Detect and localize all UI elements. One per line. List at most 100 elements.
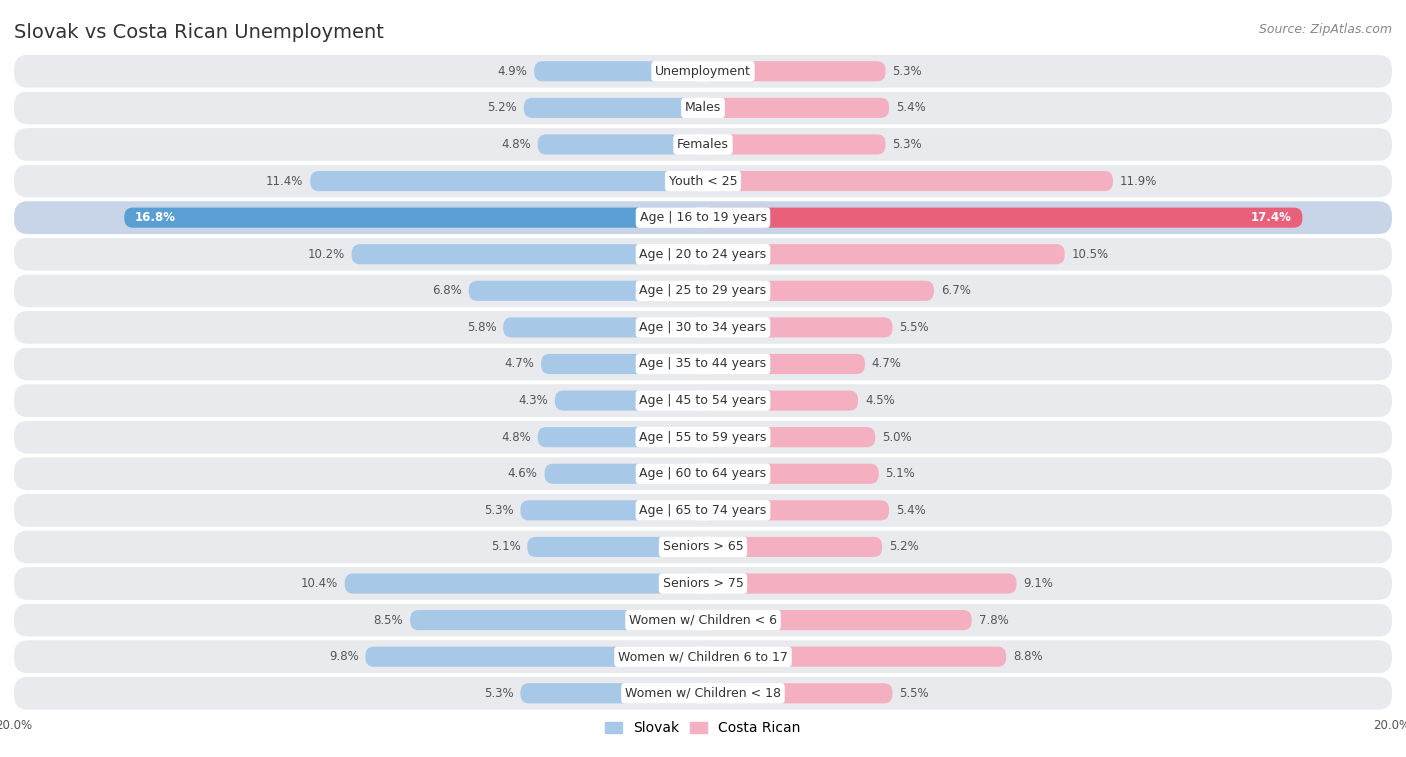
Text: Women w/ Children 6 to 17: Women w/ Children 6 to 17 [619, 650, 787, 663]
FancyBboxPatch shape [703, 500, 889, 520]
FancyBboxPatch shape [311, 171, 703, 191]
Text: 5.1%: 5.1% [886, 467, 915, 480]
Text: 4.3%: 4.3% [519, 394, 548, 407]
Text: 9.8%: 9.8% [329, 650, 359, 663]
FancyBboxPatch shape [703, 281, 934, 301]
Text: 5.3%: 5.3% [893, 138, 922, 151]
FancyBboxPatch shape [703, 391, 858, 410]
FancyBboxPatch shape [544, 464, 703, 484]
FancyBboxPatch shape [524, 98, 703, 118]
FancyBboxPatch shape [14, 421, 1392, 453]
FancyBboxPatch shape [703, 537, 882, 557]
Text: 4.8%: 4.8% [501, 138, 531, 151]
FancyBboxPatch shape [411, 610, 703, 630]
Text: 6.7%: 6.7% [941, 285, 970, 298]
Text: 16.8%: 16.8% [135, 211, 176, 224]
FancyBboxPatch shape [14, 677, 1392, 709]
FancyBboxPatch shape [468, 281, 703, 301]
Text: 5.2%: 5.2% [889, 540, 918, 553]
Text: Source: ZipAtlas.com: Source: ZipAtlas.com [1258, 23, 1392, 36]
Text: Women w/ Children < 18: Women w/ Children < 18 [626, 687, 780, 699]
Text: Age | 16 to 19 years: Age | 16 to 19 years [640, 211, 766, 224]
FancyBboxPatch shape [703, 646, 1007, 667]
Text: 5.5%: 5.5% [900, 687, 929, 699]
FancyBboxPatch shape [520, 500, 703, 520]
FancyBboxPatch shape [14, 385, 1392, 417]
Text: 5.8%: 5.8% [467, 321, 496, 334]
FancyBboxPatch shape [703, 61, 886, 81]
FancyBboxPatch shape [14, 92, 1392, 124]
Text: 4.5%: 4.5% [865, 394, 894, 407]
Text: 7.8%: 7.8% [979, 614, 1008, 627]
FancyBboxPatch shape [520, 684, 703, 703]
FancyBboxPatch shape [14, 604, 1392, 637]
Text: 5.2%: 5.2% [488, 101, 517, 114]
FancyBboxPatch shape [124, 207, 703, 228]
FancyBboxPatch shape [14, 494, 1392, 527]
Text: 8.5%: 8.5% [374, 614, 404, 627]
FancyBboxPatch shape [703, 135, 886, 154]
Text: Seniors > 75: Seniors > 75 [662, 577, 744, 590]
FancyBboxPatch shape [703, 354, 865, 374]
FancyBboxPatch shape [703, 207, 1302, 228]
Text: Age | 45 to 54 years: Age | 45 to 54 years [640, 394, 766, 407]
Legend: Slovak, Costa Rican: Slovak, Costa Rican [600, 716, 806, 741]
Text: 4.6%: 4.6% [508, 467, 537, 480]
Text: 8.8%: 8.8% [1012, 650, 1043, 663]
Text: 4.7%: 4.7% [872, 357, 901, 370]
FancyBboxPatch shape [703, 464, 879, 484]
Text: 5.4%: 5.4% [896, 504, 925, 517]
Text: Youth < 25: Youth < 25 [669, 175, 737, 188]
Text: 5.3%: 5.3% [893, 65, 922, 78]
FancyBboxPatch shape [527, 537, 703, 557]
FancyBboxPatch shape [14, 347, 1392, 380]
Text: Women w/ Children < 6: Women w/ Children < 6 [628, 614, 778, 627]
Text: Age | 55 to 59 years: Age | 55 to 59 years [640, 431, 766, 444]
Text: Males: Males [685, 101, 721, 114]
FancyBboxPatch shape [534, 61, 703, 81]
Text: 5.1%: 5.1% [491, 540, 520, 553]
Text: 5.3%: 5.3% [484, 687, 513, 699]
FancyBboxPatch shape [703, 245, 1064, 264]
FancyBboxPatch shape [537, 427, 703, 447]
Text: 5.0%: 5.0% [882, 431, 911, 444]
FancyBboxPatch shape [14, 311, 1392, 344]
FancyBboxPatch shape [14, 567, 1392, 600]
FancyBboxPatch shape [703, 171, 1114, 191]
Text: 11.4%: 11.4% [266, 175, 304, 188]
FancyBboxPatch shape [14, 531, 1392, 563]
FancyBboxPatch shape [14, 275, 1392, 307]
Text: Seniors > 65: Seniors > 65 [662, 540, 744, 553]
Text: 17.4%: 17.4% [1251, 211, 1292, 224]
FancyBboxPatch shape [14, 457, 1392, 490]
FancyBboxPatch shape [14, 55, 1392, 88]
Text: Age | 30 to 34 years: Age | 30 to 34 years [640, 321, 766, 334]
FancyBboxPatch shape [352, 245, 703, 264]
Text: 4.8%: 4.8% [501, 431, 531, 444]
FancyBboxPatch shape [14, 165, 1392, 198]
FancyBboxPatch shape [555, 391, 703, 410]
FancyBboxPatch shape [344, 574, 703, 593]
Text: 6.8%: 6.8% [432, 285, 461, 298]
FancyBboxPatch shape [14, 201, 1392, 234]
Text: Age | 20 to 24 years: Age | 20 to 24 years [640, 248, 766, 260]
FancyBboxPatch shape [703, 427, 875, 447]
Text: 11.9%: 11.9% [1119, 175, 1157, 188]
FancyBboxPatch shape [703, 98, 889, 118]
FancyBboxPatch shape [503, 317, 703, 338]
Text: 10.4%: 10.4% [301, 577, 337, 590]
Text: Unemployment: Unemployment [655, 65, 751, 78]
Text: Females: Females [678, 138, 728, 151]
FancyBboxPatch shape [14, 128, 1392, 160]
Text: Slovak vs Costa Rican Unemployment: Slovak vs Costa Rican Unemployment [14, 23, 384, 42]
Text: 4.7%: 4.7% [505, 357, 534, 370]
Text: 10.5%: 10.5% [1071, 248, 1109, 260]
Text: Age | 60 to 64 years: Age | 60 to 64 years [640, 467, 766, 480]
Text: 5.5%: 5.5% [900, 321, 929, 334]
Text: 10.2%: 10.2% [308, 248, 344, 260]
Text: 5.4%: 5.4% [896, 101, 925, 114]
Text: Age | 65 to 74 years: Age | 65 to 74 years [640, 504, 766, 517]
FancyBboxPatch shape [541, 354, 703, 374]
FancyBboxPatch shape [703, 574, 1017, 593]
FancyBboxPatch shape [703, 684, 893, 703]
